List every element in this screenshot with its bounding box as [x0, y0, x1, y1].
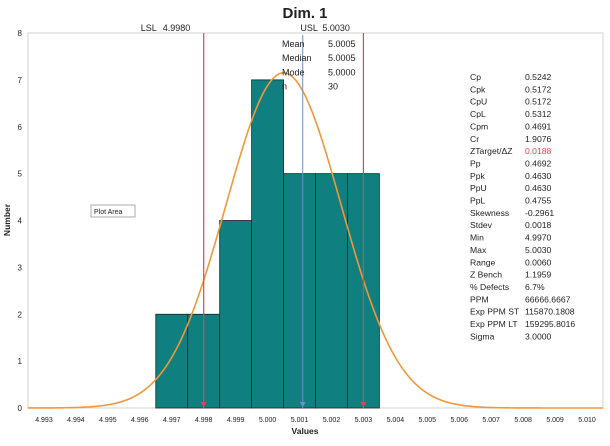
stat-label: CpL — [470, 109, 486, 119]
x-tick-label: 5.006 — [450, 417, 468, 424]
stat-label: Cpk — [470, 84, 486, 94]
stat-value: 0.4692 — [525, 158, 552, 168]
summary-label: Mode — [282, 67, 305, 77]
x-tick-label: 5.007 — [482, 417, 500, 424]
histogram-bar — [155, 313, 189, 409]
stat-value: 0.0060 — [525, 257, 552, 267]
stat-value: 4.9970 — [525, 233, 552, 243]
chart-title: Dim. 1 — [282, 5, 327, 22]
lsl-marker — [200, 402, 207, 407]
summary-label: Median — [282, 53, 312, 63]
x-tick-label: 4.993 — [35, 417, 53, 424]
stat-value: 0.0188 — [525, 146, 552, 156]
stat-label: PpL — [470, 196, 486, 206]
stat-label: Pp — [470, 158, 481, 168]
x-tick-label: 5.005 — [419, 417, 437, 424]
stat-label: Cp — [470, 72, 481, 82]
stat-value: 5.0030 — [525, 245, 552, 255]
y-tick-label: 8 — [18, 29, 23, 38]
x-tick-label: 4.997 — [163, 417, 181, 424]
summary-value: 5.0005 — [328, 39, 356, 49]
stat-value: 0.4630 — [525, 171, 552, 181]
x-tick-label: 5.009 — [546, 417, 564, 424]
stat-value: 0.4691 — [525, 121, 552, 131]
stat-value: 0.4630 — [525, 183, 552, 193]
summary-label: n — [282, 82, 287, 92]
stat-value: 0.5172 — [525, 84, 552, 94]
histogram-bar — [219, 220, 253, 409]
x-tick-label: 5.001 — [291, 417, 309, 424]
y-tick-label: 7 — [18, 76, 23, 85]
y-axis-label: Number — [2, 203, 12, 236]
stat-label: Cpm — [470, 121, 488, 131]
mean-marker — [299, 402, 306, 407]
lsl-value: 4.9980 — [163, 23, 191, 33]
y-tick-label: 2 — [18, 310, 23, 319]
y-tick-label: 5 — [18, 170, 23, 179]
stat-value: -0.2961 — [525, 208, 554, 218]
summary-value: 5.0000 — [328, 67, 356, 77]
stat-value: 0.5242 — [525, 72, 552, 82]
x-tick-label: 5.002 — [323, 417, 341, 424]
histogram-bar — [251, 79, 284, 409]
stat-label: Exp PPM LT — [470, 319, 518, 329]
plot-area-tooltip-box — [90, 204, 136, 218]
stat-value: 66666.6667 — [525, 294, 571, 304]
stat-label: PpU — [470, 183, 487, 193]
stat-value: 0.0018 — [525, 220, 552, 230]
y-tick-label: 6 — [18, 123, 23, 132]
stat-value: 3.0000 — [525, 331, 552, 341]
usl-value: 5.0030 — [322, 23, 350, 33]
y-tick-label: 3 — [18, 263, 23, 272]
y-tick-label: 4 — [18, 217, 23, 226]
usl-label: USL — [300, 23, 318, 33]
stat-value: 0.5172 — [525, 97, 552, 107]
summary-label: Mean — [282, 39, 305, 49]
normal-curve — [28, 72, 603, 409]
stat-label: Ppk — [470, 171, 486, 181]
stat-label: Sigma — [470, 331, 495, 341]
x-axis-label: Values — [292, 426, 319, 436]
stat-value: 1.1959 — [525, 270, 552, 280]
summary-value: 5.0005 — [328, 53, 356, 63]
y-tick-label: 0 — [18, 404, 23, 413]
x-tick-label: 5.000 — [259, 417, 277, 424]
stat-label: Cr — [470, 134, 479, 144]
stat-value: 6.7% — [525, 282, 545, 292]
summary-value: 30 — [328, 82, 338, 92]
stat-label: PPM — [470, 294, 489, 304]
stat-label: Exp PPM ST — [470, 307, 520, 317]
stat-label: ZTarget/ΔZ — [470, 146, 513, 156]
stat-label: Skewness — [470, 208, 509, 218]
x-tick-label: 4.999 — [227, 417, 245, 424]
stat-label: Range — [470, 257, 496, 267]
x-tick-label: 4.995 — [99, 417, 117, 424]
x-tick-label: 5.008 — [514, 417, 532, 424]
lsl-label: LSL — [141, 23, 157, 33]
stat-label: Max — [470, 245, 487, 255]
stat-value: 115870.1808 — [525, 307, 575, 317]
stat-value: 1.9076 — [525, 134, 552, 144]
x-tick-label: 4.996 — [131, 417, 149, 424]
stat-value: 0.4755 — [525, 196, 552, 206]
histogram-bar — [283, 173, 316, 409]
plot-area-tooltip: Plot Area — [94, 209, 123, 216]
stat-label: % Defects — [470, 282, 509, 292]
stat-label: Min — [470, 233, 484, 243]
x-tick-label: 4.998 — [195, 417, 213, 424]
x-tick-label: 4.994 — [67, 417, 85, 424]
histogram-bar — [315, 173, 348, 409]
stat-label: Z Bench — [470, 270, 502, 280]
stat-label: Stdev — [470, 220, 493, 230]
x-tick-label: 5.010 — [578, 417, 596, 424]
stat-label: CpU — [470, 97, 487, 107]
usl-marker — [360, 402, 367, 407]
y-tick-label: 1 — [18, 357, 23, 366]
stat-value: 0.5312 — [525, 109, 552, 119]
x-tick-label: 5.004 — [387, 417, 405, 424]
stat-value: 159295.8016 — [525, 319, 575, 329]
x-tick-label: 5.003 — [355, 417, 373, 424]
